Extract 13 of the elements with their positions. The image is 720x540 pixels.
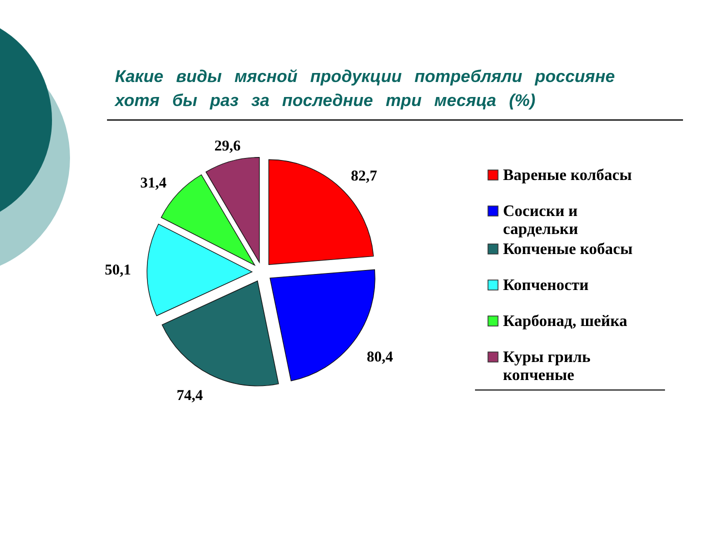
legend-label: Копчености [503,277,589,294]
legend-label: Копченые кобасы [503,241,634,258]
data-label: 31,4 [140,175,168,192]
data-label: 74,4 [176,388,204,404]
data-label: 29,6 [214,138,242,155]
data-label: 50,1 [104,262,132,278]
data-label: 82,7 [350,168,378,185]
data-label: 80,4 [366,350,394,366]
legend-label: Сосиски и сардельки [503,203,578,238]
legend-label: Карбонад, шейка [503,313,628,330]
legend-label: Вареные колбасы [503,167,632,184]
chart-title: Какие виды мясной продукции потребляли россияне хотя бы раз за последние три месяца (%) [114,67,615,110]
legend-label: Куры гриль копченые [503,349,591,384]
